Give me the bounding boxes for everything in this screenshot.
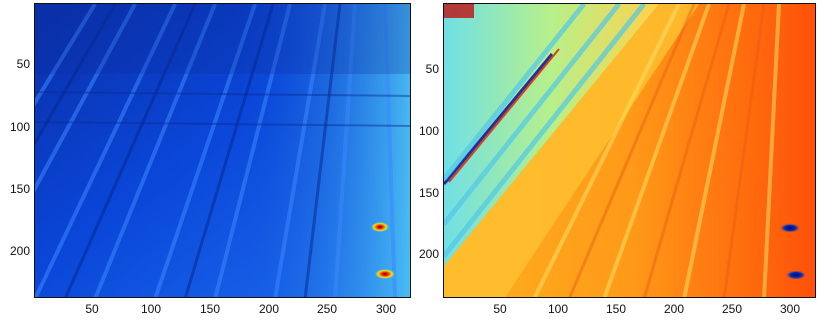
left-x-tick-200: 200 — [258, 302, 280, 316]
right-y-tick-50: 50 — [425, 62, 439, 76]
right-y-tick-100: 100 — [418, 124, 439, 138]
right-hotspot-1 — [779, 223, 801, 233]
right-heatmap-svg — [444, 4, 815, 297]
right-heatmap-image — [443, 3, 816, 298]
left-heatmap-image — [34, 3, 411, 298]
right-y-tick-150: 150 — [418, 186, 439, 200]
right-x-tick-200: 200 — [663, 302, 685, 316]
left-x-tick-250: 250 — [316, 302, 338, 316]
left-hotspot-2 — [375, 269, 395, 279]
left-y-tick-50: 50 — [16, 57, 30, 71]
right-x-tick-300: 300 — [779, 302, 801, 316]
right-y-tick-200: 200 — [418, 247, 439, 261]
left-x-tick-300: 300 — [375, 302, 397, 316]
left-image-panel: 50 100 150 200 50 100 150 200 250 300 — [9, 3, 411, 316]
right-x-tick-150: 150 — [605, 302, 627, 316]
left-y-tick-150: 150 — [9, 182, 30, 196]
left-y-tick-100: 100 — [9, 120, 30, 134]
left-x-tick-150: 150 — [199, 302, 221, 316]
left-heatmap-svg — [35, 4, 410, 297]
left-hotspot-1 — [371, 222, 389, 232]
right-x-tick-100: 100 — [547, 302, 569, 316]
right-image-panel: 50 100 150 200 50 100 150 200 250 300 — [410, 0, 817, 320]
left-x-tick-50: 50 — [85, 302, 99, 316]
right-hotspot-2 — [785, 270, 807, 280]
left-y-tick-200: 200 — [9, 244, 30, 258]
left-x-tick-100: 100 — [140, 302, 162, 316]
right-x-tick-50: 50 — [493, 302, 507, 316]
right-x-tick-250: 250 — [721, 302, 743, 316]
